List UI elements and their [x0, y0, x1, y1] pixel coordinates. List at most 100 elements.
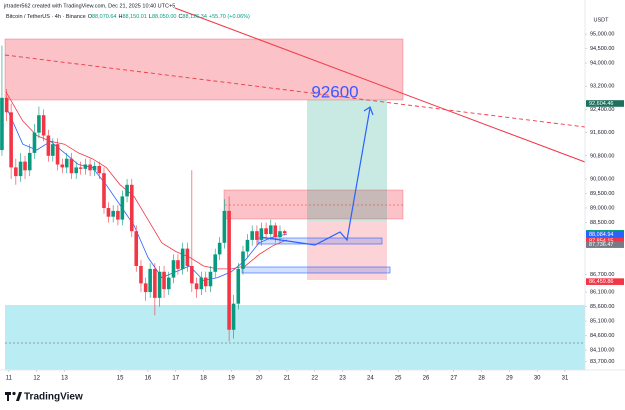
- candle-body: [236, 268, 241, 304]
- x-tick-label: 17: [172, 376, 179, 382]
- plot: [0, 45, 288, 342]
- candle-body: [125, 184, 129, 197]
- y-tick-label: 90,800.00: [590, 153, 614, 159]
- price-label-bg: [586, 241, 624, 248]
- y-tick-label: 84,600.00: [590, 333, 614, 339]
- moving-average: [5, 91, 288, 270]
- trend-line: [174, 7, 586, 163]
- currency: USDT: [594, 17, 610, 23]
- candle-body: [14, 167, 18, 177]
- candle-body: [18, 161, 23, 177]
- candle-body: [111, 210, 115, 217]
- candle-body: [55, 144, 60, 165]
- x-tick-label: 11: [6, 376, 13, 382]
- candle-body: [27, 152, 32, 171]
- x-tick-label: 26: [423, 376, 430, 382]
- x-tick-label: 12: [33, 376, 40, 382]
- candle-body: [78, 167, 83, 169]
- y-tick-label: 84,100.00: [590, 348, 614, 354]
- candle-body: [259, 228, 264, 240]
- candle-body: [134, 231, 139, 266]
- change: +55.70 (+0.06%): [209, 14, 250, 20]
- price-label-bg: [586, 278, 624, 285]
- y-tick-label: 85,600.00: [590, 304, 614, 310]
- x-tick-label: 19: [228, 376, 235, 382]
- y-tick-label: 86,100.00: [590, 290, 614, 296]
- support-box: [241, 266, 391, 274]
- candle-body: [241, 251, 245, 269]
- candle-body: [64, 158, 69, 168]
- ohlc-value: 88,070.64: [92, 14, 116, 20]
- candle-body: [41, 115, 46, 136]
- candle-body: [231, 303, 236, 330]
- candle-body: [116, 210, 120, 220]
- candle-body: [83, 164, 88, 169]
- brand: TradingView: [24, 392, 83, 403]
- candle-body: [227, 210, 231, 330]
- candle-body: [23, 161, 27, 171]
- candle-body: [148, 268, 152, 293]
- stop-area: [307, 222, 387, 280]
- candle-body: [162, 271, 166, 290]
- y-tick-label: 90,000.00: [590, 176, 614, 182]
- x-tick-label: 31: [562, 376, 569, 382]
- x-tick-label: 18: [200, 376, 207, 382]
- candle-body: [106, 207, 111, 217]
- x-tick-label: 23: [339, 376, 346, 382]
- ohlc-value: 88,126.34: [182, 14, 206, 20]
- candle-body: [139, 265, 143, 284]
- price-label-bg: [586, 231, 624, 238]
- moving-average: [5, 106, 288, 281]
- ohlc-key: C: [178, 14, 182, 20]
- entry-box: [257, 237, 383, 245]
- candle-body: [102, 173, 106, 208]
- x-tick-label: 13: [61, 376, 68, 382]
- demand-zone: [5, 305, 585, 370]
- price-label: 92,604.46: [589, 101, 613, 107]
- candle-body: [166, 277, 171, 290]
- candle-body: [32, 132, 37, 153]
- symbol-legend: Bitcoin / TetherUS · 4h · Binance O88,070…: [6, 14, 250, 20]
- author-line: jrtrader562 created with TradingView.com…: [3, 3, 175, 9]
- candle-body: [282, 231, 287, 234]
- x-tick-label: 27: [450, 376, 457, 382]
- y-tick-label: 85,100.00: [590, 319, 614, 325]
- candle-body: [217, 242, 222, 255]
- ohlc-key: L: [149, 14, 152, 20]
- candle-body: [269, 225, 273, 235]
- candle-body: [69, 158, 74, 174]
- ohlc-key: H: [118, 14, 122, 20]
- y-tick-label: 93,200.00: [590, 84, 614, 90]
- candle-body: [208, 271, 213, 287]
- y-tick-label: 83,700.00: [590, 359, 614, 365]
- candle-body: [203, 277, 208, 287]
- x-tick-label: 30: [534, 376, 541, 382]
- candle-body: [194, 283, 199, 290]
- candle-body: [171, 260, 176, 278]
- y-tick-label: 95,000.00: [590, 31, 614, 37]
- ohlc-key: O: [88, 14, 93, 20]
- candle-body: [37, 115, 41, 133]
- candle-body: [180, 248, 185, 269]
- candle-body: [143, 283, 148, 293]
- ohlc-value: 88,150.01: [122, 14, 146, 20]
- candle-body: [120, 196, 125, 220]
- resistance-zone: [223, 189, 404, 220]
- candle-body: [278, 231, 282, 237]
- x-tick-label: 15: [117, 376, 124, 382]
- price-label: 88,084.94: [589, 232, 613, 238]
- candle-body: [190, 265, 194, 284]
- candle-body: [222, 210, 227, 243]
- candle-body: [46, 135, 51, 156]
- x-tick-label: 29: [506, 376, 513, 382]
- x-tick-label: 28: [478, 376, 485, 382]
- candle-body: [0, 97, 4, 151]
- brand-logo: [5, 391, 22, 401]
- symbol: Bitcoin / TetherUS · 4h · Binance: [6, 14, 86, 20]
- supply-zone: [4, 38, 404, 101]
- candle-body: [60, 164, 65, 168]
- projection-arrow: [363, 106, 374, 116]
- y-tick-label: 91,600.00: [590, 130, 614, 136]
- y-tick-label: 88,500.00: [590, 220, 614, 226]
